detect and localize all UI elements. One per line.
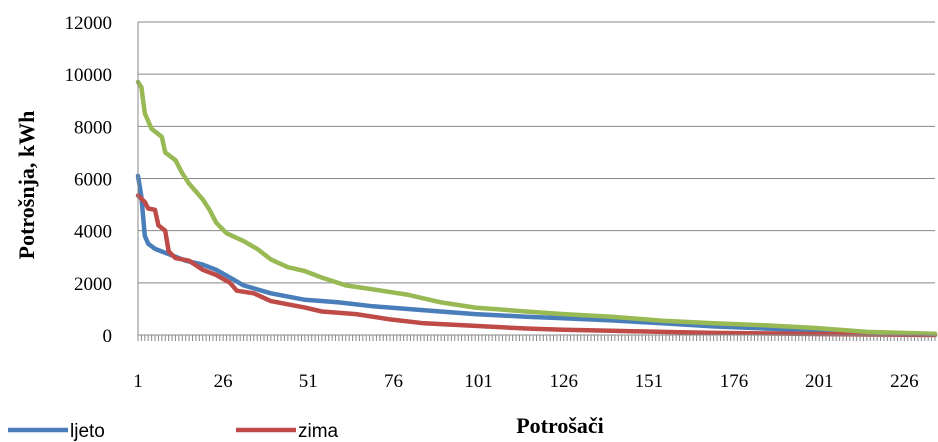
y-tick-label: 6000 (74, 170, 112, 191)
gridlines (138, 21, 935, 284)
legend-label: ljeto (70, 421, 105, 442)
y-tick-label: 4000 (74, 222, 112, 243)
y-axis-tick-labels: 0 2000 4000 6000 8000 10000 12000 (65, 13, 113, 347)
series-line (135, 173, 938, 337)
y-tick-label: 12000 (65, 13, 113, 34)
x-tick-label: 51 (299, 371, 318, 392)
x-tick-label: 176 (720, 371, 749, 392)
y-tick-label: 0 (103, 326, 113, 347)
series-lines (135, 79, 938, 338)
y-tick-label: 2000 (74, 274, 112, 295)
y-tick-label: 8000 (74, 117, 112, 138)
x-tick-label: 76 (384, 371, 403, 392)
x-tick-label: 226 (890, 371, 919, 392)
legend-label: zima (298, 421, 339, 442)
x-tick-label: 1 (133, 371, 143, 392)
x-axis (137, 22, 936, 341)
legend: ljeto zima (8, 421, 339, 442)
x-tick-label: 26 (214, 371, 233, 392)
x-tick-label: 201 (805, 371, 834, 392)
series-line (135, 79, 938, 336)
x-axis-title: Potrošači (516, 413, 604, 438)
series-line (135, 193, 938, 338)
x-tick-label: 151 (635, 371, 664, 392)
x-axis-tick-labels: 1 26 51 76 101 126 151 176 201 226 (133, 371, 918, 392)
y-axis-title: Potrošnja, kWh (14, 111, 39, 260)
x-tick-label: 101 (464, 371, 493, 392)
x-tick-label: 126 (549, 371, 578, 392)
y-tick-label: 10000 (65, 65, 113, 86)
